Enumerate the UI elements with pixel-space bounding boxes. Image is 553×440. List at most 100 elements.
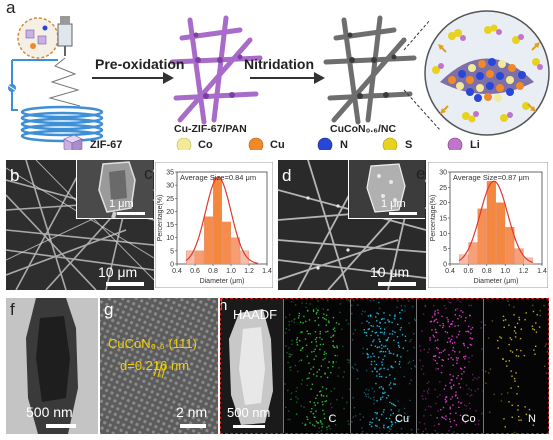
- x-tick-label: 1.4: [262, 268, 272, 275]
- element-map-n: N: [482, 299, 548, 433]
- x-tick-label: 1.2: [519, 268, 529, 275]
- y-tick-label: 10: [439, 231, 447, 238]
- sem-inset-d: 1 μm: [348, 160, 425, 219]
- lithium-polysulfide-adsorption-icon: [424, 10, 550, 136]
- element-map-speckle-icon: [417, 299, 484, 433]
- scale-b-bar: [106, 282, 144, 286]
- y-tick-label: 20: [439, 200, 447, 207]
- x-tick-label: 1.0: [500, 268, 510, 275]
- legend-cu-label: Cu: [270, 139, 285, 151]
- cu-zif67-pan-fibers-icon: [169, 15, 263, 125]
- y-tick-label: 30: [166, 183, 174, 190]
- inset-scale-d-label: 1 μm: [381, 198, 406, 210]
- legend-co-label: Co: [198, 139, 213, 151]
- scale-d-label: 10 μm: [370, 264, 410, 280]
- histogram-bar: [185, 250, 196, 265]
- histogram-bar: [514, 248, 524, 265]
- y-tick-label: 30: [439, 170, 447, 177]
- scale-b-label: 10 μm: [98, 264, 138, 280]
- x-tick-label: 0.6: [190, 268, 200, 275]
- histogram-e: 0.4 0.6 0.8 1.0 1.2 1.4 0 5 10 15 20 25 30 Diameter (…: [428, 162, 548, 288]
- inset-scale-d-bar: [389, 212, 417, 215]
- average-size-annotation: Average Size=0.84 μm: [180, 173, 256, 182]
- electrospinning-apparatus-icon: [8, 16, 104, 143]
- x-axis-label: Diameter (μm): [200, 278, 245, 285]
- step-preoxidation-label: Pre-oxidation: [95, 56, 185, 72]
- panel-a-label: a: [6, 0, 16, 17]
- haadf-image: h HAADF 500 nm: [221, 299, 283, 433]
- hrtem-image-g: g CuCoN₀.₆ (111) d=0.216 nm 2 nm: [100, 298, 218, 434]
- y-axis-label: Percentage(%): [430, 195, 437, 242]
- inset-scale-b-bar: [117, 212, 145, 215]
- scale-g-label: 2 nm: [176, 404, 208, 420]
- x-tick-label: 0.4: [172, 268, 182, 275]
- phase-label: CuCoN₀.₆ (111): [108, 336, 197, 351]
- y-tick-label: 15: [439, 216, 447, 223]
- histogram-bar: [221, 221, 232, 265]
- histogram-bar: [239, 250, 250, 265]
- histogram-bar: [486, 181, 497, 265]
- scale-f-label: 500 nm: [26, 404, 73, 420]
- gaussian-fit-line: [185, 176, 259, 264]
- tem-fiber-f-icon: [6, 298, 98, 434]
- scale-d-bar: [378, 282, 416, 286]
- element-map-speckle-icon: [483, 300, 548, 433]
- element-map-speckle-icon: [350, 299, 417, 433]
- y-tick-label: 5: [170, 248, 174, 255]
- legend-co-icon: [176, 137, 192, 150]
- element-maps: C Cu Co N: [283, 299, 548, 433]
- eds-mapping-panel-h: h HAADF 500 nm C Cu Co N: [220, 298, 549, 434]
- scale-h-bar: [233, 425, 265, 428]
- element-map-label-cu: Cu: [395, 413, 410, 425]
- legend-cu-icon: [248, 137, 264, 150]
- element-map-co: Co: [416, 299, 484, 433]
- hrtem-lattice-g-icon: [100, 298, 218, 434]
- panel-d-label: d: [282, 166, 292, 185]
- x-tick-label: 0.8: [208, 268, 218, 275]
- scale-f-bar: [46, 424, 76, 428]
- inset-scale-b-label: 1 μm: [109, 198, 134, 210]
- legend-li-label: Li: [470, 139, 480, 151]
- y-axis-label: Percentage(%): [157, 195, 164, 242]
- histogram-bar: [477, 208, 487, 265]
- y-tick-label: 0: [443, 262, 447, 269]
- histogram-bar: [194, 250, 205, 265]
- x-tick-label: 1.4: [537, 268, 547, 275]
- panel-e-label: e: [416, 164, 426, 183]
- legend-li-icon: [447, 137, 463, 150]
- cuconn-nc-fibers-icon: [323, 15, 417, 125]
- scale-g-bar: [180, 424, 206, 428]
- histogram-bar: [495, 202, 506, 265]
- y-tick-label: 15: [166, 222, 174, 229]
- panel-b-label: b: [10, 166, 20, 185]
- product-cuconn-nc-label: CuCoN₀.₆/NC: [330, 123, 397, 135]
- y-tick-label: 5: [443, 246, 447, 253]
- element-map-cu: Cu: [349, 299, 417, 433]
- histogram-c: 0.4 0.6 0.8 1.0 1.2 1.4 0 5 10 15 20 25 30 35 Diameter…: [155, 162, 273, 288]
- sem-image-d: 1 μm d 10 μm: [278, 160, 426, 290]
- histogram-bar: [212, 177, 223, 265]
- scale-h-label: 500 nm: [227, 405, 271, 420]
- legend-s-label: S: [405, 139, 413, 151]
- gaussian-fit-line: [458, 180, 533, 263]
- x-tick-label: 0.4: [445, 268, 455, 275]
- element-map-label-n: N: [528, 413, 536, 425]
- histogram-bar: [523, 257, 533, 265]
- y-tick-label: 20: [166, 209, 174, 216]
- x-tick-label: 0.6: [464, 268, 474, 275]
- histogram-bar: [203, 216, 214, 265]
- element-map-c: C: [283, 299, 351, 433]
- legend-n-icon: [317, 137, 333, 150]
- legend-s-icon: [382, 137, 398, 150]
- histogram-bar: [230, 237, 241, 265]
- product-cu-zif67-pan-label: Cu-ZIF-67/PAN: [174, 123, 247, 135]
- haadf-label: HAADF: [233, 307, 278, 322]
- legend-icons: [63, 134, 463, 150]
- sem-inset-b: 1 μm: [76, 160, 153, 219]
- histogram-bar: [505, 226, 515, 265]
- sem-image-b: 1 μm b 10 μm: [6, 160, 154, 290]
- average-size-annotation: Average Size=0.87 μm: [453, 173, 529, 182]
- y-tick-label: 25: [166, 196, 174, 203]
- x-axis-label: Diameter (μm): [474, 278, 519, 285]
- tem-image-f: f 500 nm: [6, 298, 98, 434]
